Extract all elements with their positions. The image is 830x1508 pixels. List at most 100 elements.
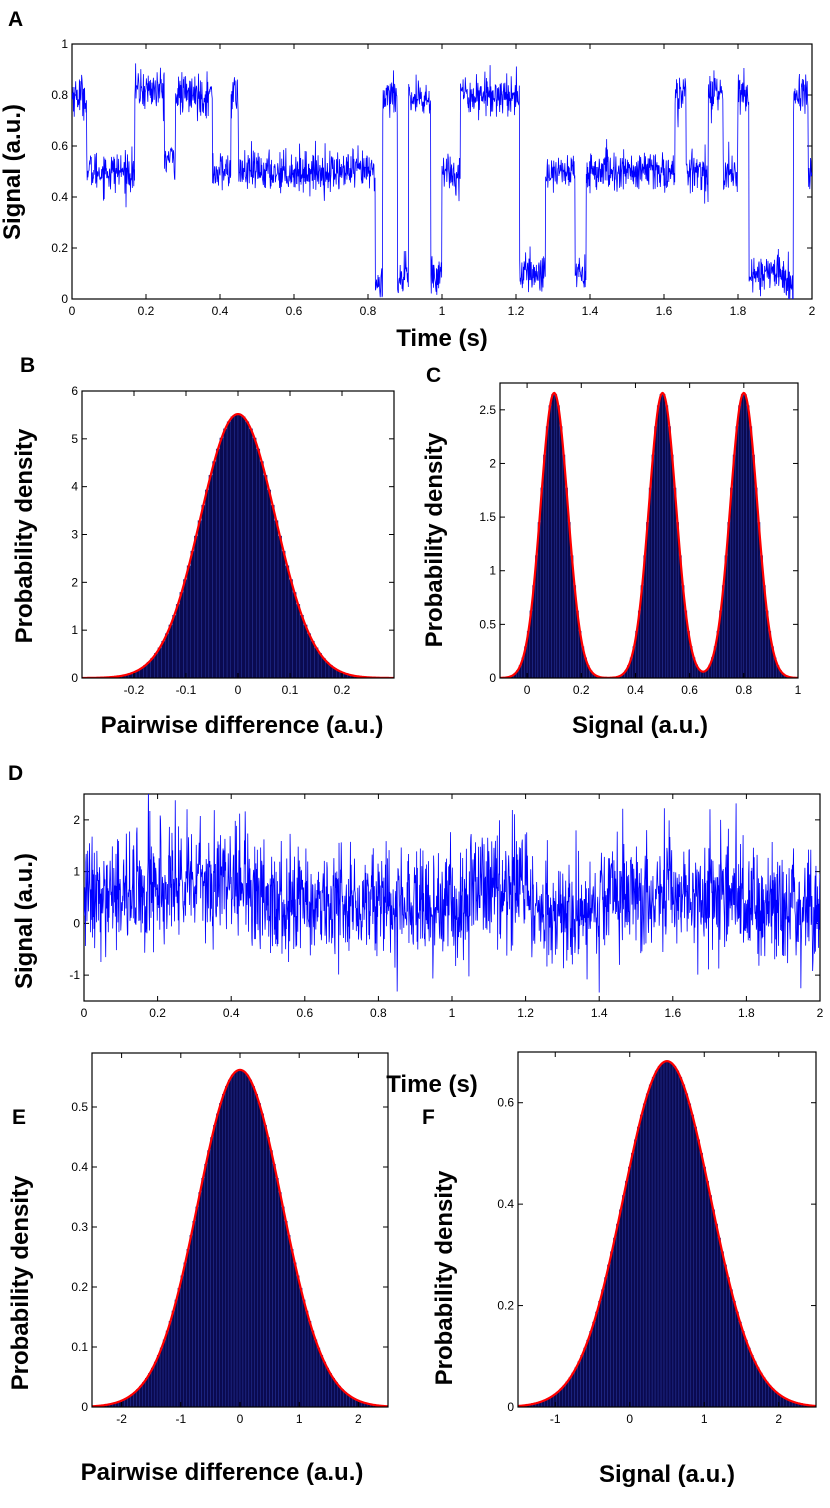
panel-d-signal-trace <box>84 794 820 993</box>
panel-f-histogram-bar <box>562 1385 566 1407</box>
panel-b-histogram-bar <box>230 416 235 678</box>
panel-e-histogram-bar <box>310 1330 315 1407</box>
panel-f-histogram-bar <box>726 1277 730 1407</box>
panel-e-histogram-bar <box>213 1124 217 1407</box>
panel-b-histogram-bar <box>241 416 246 678</box>
panel-b-ytick-label: 5 <box>71 432 78 446</box>
panel-f-histogram-bar <box>598 1300 602 1407</box>
panel-b-histogram-bar <box>266 489 271 678</box>
panel-e-ytick-label: 0.1 <box>71 1340 88 1354</box>
panel-b-histogram-bar <box>263 475 268 678</box>
panel-d-ytick-label: 0 <box>73 916 80 930</box>
panel-a-xlabel: Time (s) <box>396 325 488 352</box>
panel-b-ytick-label: 4 <box>71 480 78 494</box>
panel-f-histogram-bar <box>595 1311 599 1407</box>
panel-c-histogram-bar <box>665 405 669 678</box>
panel-f-histogram-bar <box>586 1339 590 1407</box>
panel-e-histogram-bar <box>287 1235 291 1407</box>
panel-e-histogram-bar <box>177 1287 181 1407</box>
panel-f-histogram-bar <box>622 1195 626 1407</box>
panel-a-ytick-label: 0 <box>61 292 68 306</box>
panel-b-xtick-label: -0.1 <box>176 683 197 697</box>
panel-e-histogram-bar <box>139 1385 143 1407</box>
panel-e-histogram-bar <box>201 1177 205 1407</box>
panel-e-histogram-bar <box>150 1367 155 1407</box>
panel-d-xtick-label: 2 <box>817 1006 824 1020</box>
panel-d-xtick-label: 1.8 <box>738 1006 755 1020</box>
panel-d-xtick-label: 0.4 <box>223 1006 240 1020</box>
panel-e-histogram-bar <box>328 1373 332 1407</box>
panel-f-histogram-bar <box>639 1114 644 1407</box>
panel-a-xtick-label: 0 <box>69 304 76 318</box>
panel-f-histogram-bar <box>559 1388 563 1407</box>
panel-f-histogram-bar <box>669 1062 674 1407</box>
panel-c-histogram-bar <box>564 487 568 678</box>
panel-e-histogram-bar <box>301 1299 306 1407</box>
panel-d-xtick-label: 0.2 <box>149 1006 166 1020</box>
panel-d-xtick-label: 1 <box>449 1006 456 1020</box>
panel-d-xtick-label: 0.6 <box>296 1006 313 1020</box>
panel-a: A Signal (a.u.) Time (s) 0 0.2 0.4 0.6 0.8 1 1… <box>0 8 816 352</box>
panel-b-histogram-bar <box>245 421 250 678</box>
panel-f-histogram-bar <box>723 1264 727 1407</box>
panel-f-histogram-bar <box>750 1355 754 1407</box>
panel-d-ylabel: Signal (a.u.) <box>11 853 38 989</box>
panel-b-histogram-bar <box>296 604 301 678</box>
panel-c-histogram-bar <box>670 454 674 678</box>
panel-c-histogram-bar <box>749 426 753 678</box>
panel-f-histogram-bar <box>616 1223 620 1407</box>
panel-e-histogram-bar <box>284 1220 288 1407</box>
panel-c-histogram-bar <box>553 394 558 678</box>
panel-b-histogram-bar <box>252 437 257 678</box>
panel-b-ytick-label: 6 <box>71 384 78 398</box>
panel-e-histogram-bar <box>192 1220 196 1407</box>
panel-c-histogram-bar <box>654 426 658 678</box>
panel-e-histogram-bar <box>293 1262 297 1407</box>
panel-f-ylabel: Probability density <box>431 1170 458 1385</box>
panel-e-ylabel: Probability density <box>7 1175 34 1390</box>
panel-b-histogram-bar <box>175 604 180 678</box>
panel-b-xtick-label: -0.2 <box>124 683 145 697</box>
panel-f-histogram-bar <box>741 1331 745 1407</box>
panel-c-ytick-label: 2.5 <box>479 403 496 417</box>
panel-b-histogram-bar <box>314 647 319 678</box>
panel-e-histogram-bar <box>216 1113 220 1407</box>
panel-b-histogram-bar <box>208 475 213 678</box>
panel-b-histogram-bar <box>201 504 206 678</box>
panel-d-letter: D <box>8 762 23 785</box>
panel-f-histogram-bar <box>759 1372 763 1407</box>
panel-f-histogram-bar <box>610 1251 614 1407</box>
panel-f-histogram-bar <box>642 1103 647 1407</box>
panel-b-histogram-bar <box>288 579 293 678</box>
panel-b-histogram-bar <box>161 640 166 678</box>
panel-b-histogram-bar <box>317 653 322 678</box>
panel-f-histogram-bar <box>735 1311 739 1407</box>
panel-e-histogram-bar <box>254 1094 258 1407</box>
panel-c-bars <box>502 394 796 678</box>
panel-e-histogram-bar <box>316 1347 321 1407</box>
panel-b-histogram-bar <box>183 579 188 678</box>
panel-e-histogram-bar <box>142 1382 146 1407</box>
panel-e-ytick-label: 0 <box>81 1400 88 1414</box>
panel-f-ytick-label: 0 <box>507 1400 514 1414</box>
panel-f-histogram-bar <box>613 1237 617 1407</box>
panel-b-histogram-bar <box>226 421 231 678</box>
panel-e-ytick-label: 0.5 <box>71 1100 88 1114</box>
panel-e-histogram-bar <box>245 1074 250 1407</box>
panel-c-histogram-bar <box>730 487 734 678</box>
panel-f-xtick-label: -1 <box>550 1412 561 1426</box>
panel-b-histogram-bar <box>154 653 159 678</box>
panel-d-xlabel: Time (s) <box>386 1071 478 1098</box>
panel-c-xtick-label: 0.6 <box>681 683 698 697</box>
panel-b-ytick-label: 0 <box>71 671 78 685</box>
panel-b-histogram-bar <box>194 535 199 678</box>
panel-e-histogram-bar <box>233 1071 238 1407</box>
panel-f-histogram-bar <box>729 1289 733 1407</box>
panel-e-histogram-bar <box>325 1367 329 1407</box>
panel-f-letter: F <box>422 1106 435 1129</box>
panel-f-histogram-bar <box>708 1195 712 1407</box>
panel-e-xlabel: Pairwise difference (a.u.) <box>81 1459 364 1486</box>
panel-a-xtick-label: 1.2 <box>508 304 525 318</box>
panel-a-xtick-label: 1.8 <box>730 304 747 318</box>
panel-c-histogram-bar <box>754 487 758 678</box>
